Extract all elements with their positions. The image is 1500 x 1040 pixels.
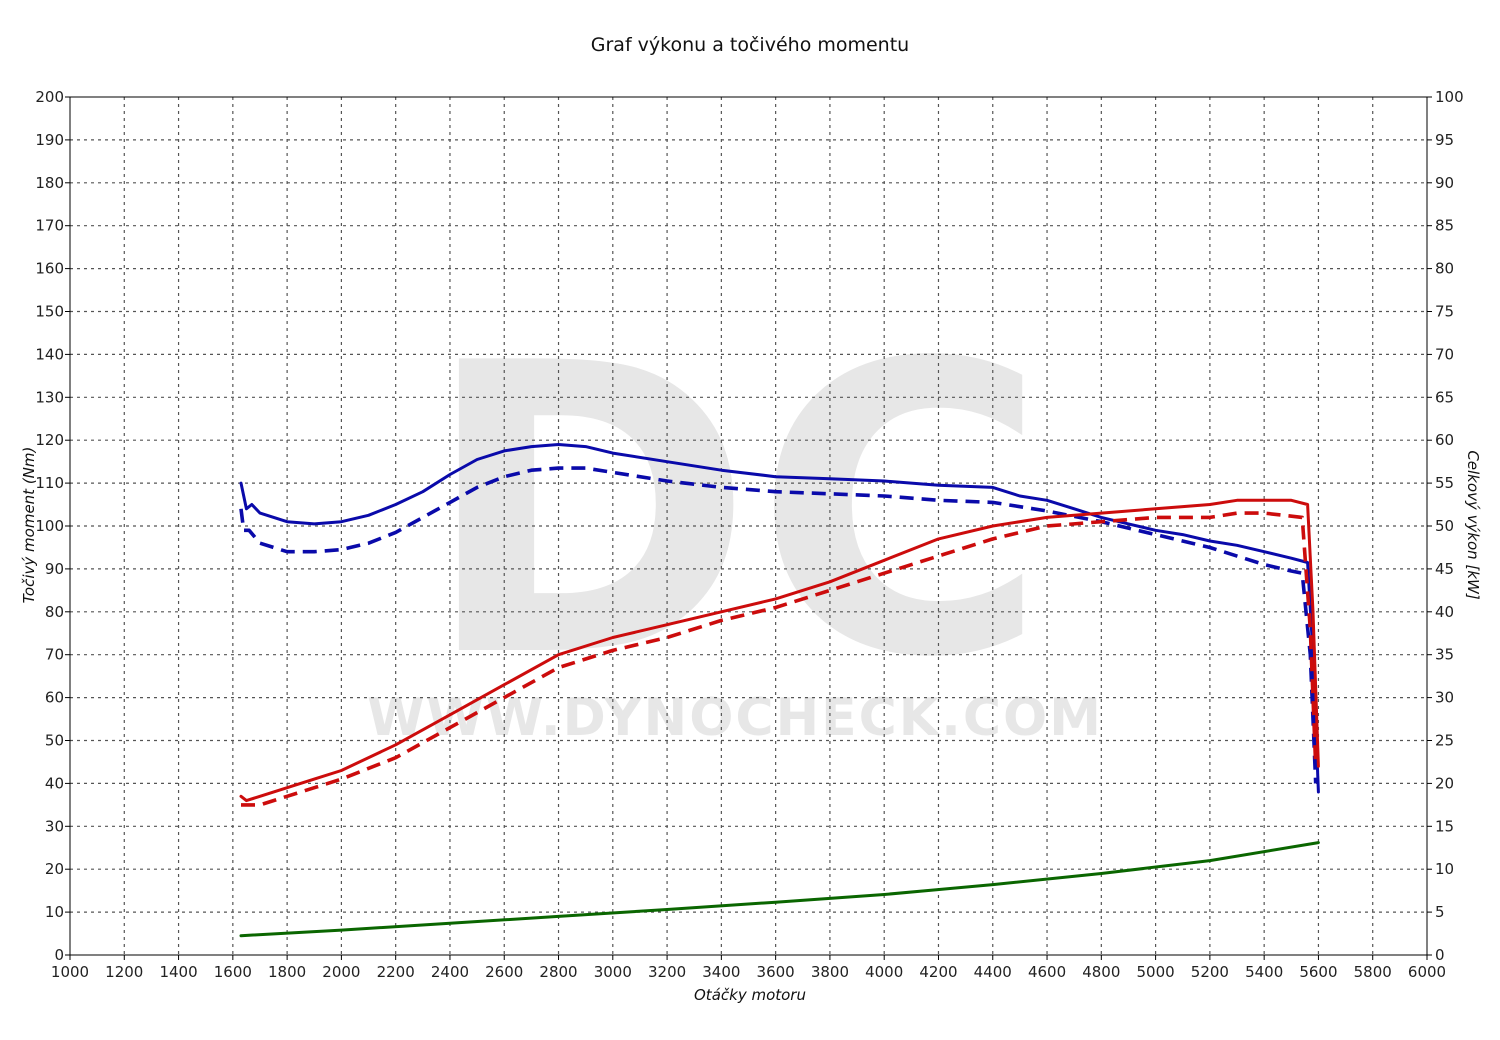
x-tick-label: 4600 [1028,963,1066,981]
y-left-tick-label: 140 [35,345,64,363]
grid [70,97,1427,955]
y-right-tick-label: 20 [1435,774,1454,792]
y-left-tick-label: 60 [45,689,64,707]
y-right-tick-label: 50 [1435,517,1454,535]
y-right-tick-label: 55 [1435,474,1454,492]
y-right-tick-label: 45 [1435,560,1454,578]
y-left-tick-label: 110 [35,474,64,492]
y-left-tick-label: 160 [35,260,64,278]
series-line-4 [241,511,1318,807]
watermark-url: WWW.DYNOCHECK.COM [367,688,1103,748]
y-left-tick-label: 200 [35,88,64,106]
y-left-tick-label: 120 [35,431,64,449]
series-line-1 [239,443,1320,794]
series-line-5 [239,841,1320,938]
x-tick-label: 5000 [1137,963,1175,981]
y-left-tick-label: 180 [35,174,64,192]
y-right-tick-label: 90 [1435,174,1454,192]
x-tick-label: 4200 [919,963,957,981]
y-right-tick-label: 95 [1435,131,1454,149]
y-left-tick-label: 170 [35,217,64,235]
y-right-tick-label: 5 [1435,903,1445,921]
y-left-tick-label: 90 [45,560,64,578]
y-axis-left-label: Točivý moment (Nm) [20,447,38,604]
y-axis-right-label: Celkový výkon [kW] [1464,450,1482,600]
x-tick-label: 5200 [1191,963,1229,981]
y-right-tick-label: 15 [1435,817,1454,835]
x-tick-label: 3400 [702,963,740,981]
x-tick-label: 3800 [811,963,849,981]
x-tick-label: 5400 [1245,963,1283,981]
x-tick-label: 2000 [322,963,360,981]
x-axis-label: Otáčky motoru [694,986,806,1004]
y-left-tick-label: 80 [45,603,64,621]
y-left-tick-label: 130 [35,388,64,406]
series-lines [239,443,1320,938]
y-right-tick-label: 60 [1435,431,1454,449]
x-tick-label: 5800 [1354,963,1392,981]
x-tick-label: 3600 [757,963,795,981]
y-right-tick-label: 85 [1435,217,1454,235]
chart-title: Graf výkonu a točivého momentu [591,34,909,56]
x-tick-label: 2400 [431,963,469,981]
y-right-tick-label: 30 [1435,689,1454,707]
y-left-tick-label: 10 [45,903,64,921]
x-tick-label: 4800 [1082,963,1120,981]
y-right-tick-label: 10 [1435,860,1454,878]
x-tick-label: 1000 [51,963,89,981]
y-left-tick-label: 190 [35,131,64,149]
watermark: DC WWW.DYNOCHECK.COM [367,280,1103,748]
x-tick-label: 2600 [485,963,523,981]
y-right-tick-label: 100 [1435,88,1464,106]
y-left-tick-label: 30 [45,817,64,835]
x-tick-label: 2200 [377,963,415,981]
y-left-tick-label: 100 [35,517,64,535]
x-tick-label: 2800 [539,963,577,981]
x-tick-label: 1600 [214,963,252,981]
y-left-tick-label: 20 [45,860,64,878]
x-tick-label: 1200 [105,963,143,981]
x-tick-label: 5600 [1299,963,1337,981]
x-tick-label: 6000 [1408,963,1446,981]
series-line-2 [239,466,1318,784]
tick-labels: 1000 1200 1400 1600 1800 2000 2200 2400 2600 2800… [35,88,1463,981]
y-right-tick-label: 75 [1435,303,1454,321]
y-left-tick-label: 150 [35,303,64,321]
y-left-tick-label: 50 [45,732,64,750]
y-right-tick-label: 0 [1435,946,1445,964]
watermark-logo: DC [422,280,1048,745]
x-tick-label: 1800 [268,963,306,981]
x-tick-label: 4000 [865,963,903,981]
y-right-tick-label: 40 [1435,603,1454,621]
y-left-tick-label: 0 [54,946,64,964]
y-right-tick-label: 25 [1435,732,1454,750]
x-tick-label: 1400 [159,963,197,981]
y-right-tick-label: 35 [1435,646,1454,664]
x-tick-label: 4400 [974,963,1012,981]
y-right-tick-label: 70 [1435,345,1454,363]
series-line-3 [239,498,1320,803]
y-right-tick-label: 65 [1435,388,1454,406]
y-left-tick-label: 40 [45,774,64,792]
y-right-tick-label: 80 [1435,260,1454,278]
x-tick-label: 3000 [594,963,632,981]
x-tick-label: 3200 [648,963,686,981]
y-left-tick-label: 70 [45,646,64,664]
